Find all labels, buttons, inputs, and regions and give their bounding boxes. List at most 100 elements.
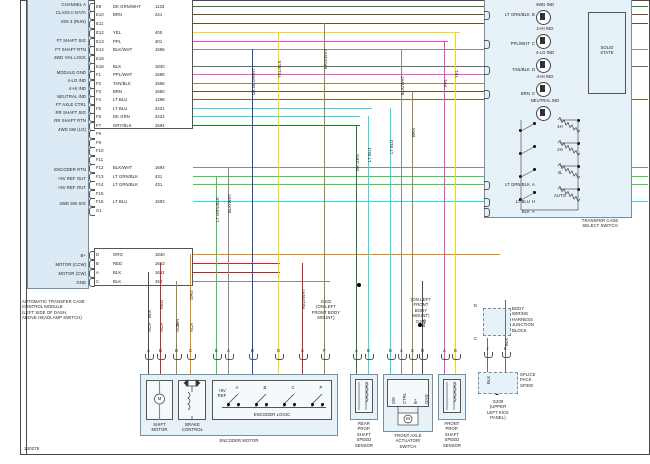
pin-number: F5	[96, 106, 102, 111]
tc-top-pin-0: B	[532, 12, 535, 17]
pin-circuit: 2221	[155, 106, 165, 111]
module-label-14: ENCODER RTN	[54, 167, 86, 172]
g200-wire-1-color-label: BLK	[503, 337, 509, 346]
encoder-wire-9-pin: F	[323, 348, 326, 353]
encoder-wire-4-pin: E	[215, 348, 218, 353]
pin-number: F11	[96, 157, 104, 162]
pin-circuit: 1840	[155, 64, 165, 69]
front-sensor-wire-0-bracket	[441, 354, 450, 360]
wire-segment-11	[193, 108, 372, 110]
g200-wire-1-bracket	[502, 352, 511, 358]
tc-bottom-color-0: LT GRN/BLK	[504, 182, 530, 187]
rear-speed-sensor-coil-box	[355, 379, 373, 413]
indicator-bulb-glyph-3	[540, 85, 545, 92]
rear-speed-sensor-title: REAR PROP. SHAFT SPEED SENSOR	[354, 421, 374, 448]
module-label-4: FT SHAFT RTN	[55, 47, 86, 52]
pin-number: F6	[96, 114, 102, 119]
pin-color: PPL/WHT	[113, 72, 133, 77]
pin-number: F4	[96, 97, 102, 102]
pin-number: E9	[96, 4, 102, 9]
power-pin-circuit: 150	[155, 279, 163, 284]
pin-bracket	[89, 164, 95, 173]
encoder-wire-7-color-label: YEL/BLK	[276, 60, 282, 78]
power-pin-color: RED	[113, 261, 123, 266]
encoder-motor-title: ENCODER MOTOR	[219, 438, 259, 443]
power-pin-bracket	[89, 269, 95, 278]
pin-bracket	[89, 113, 95, 122]
front-sensor-wire-1-bracket	[452, 354, 461, 360]
pin-circuit: 2222	[155, 114, 165, 119]
front-axle-wire-1-pin: A	[400, 348, 403, 353]
front-axle-wire-1-wire	[401, 49, 403, 374]
encoder-wire-6-bracket	[249, 354, 258, 360]
pin-number: F8	[96, 131, 102, 136]
rear-sensor-wire-0-pin: A	[355, 348, 358, 353]
wire-segment-9	[193, 91, 500, 93]
pin-bracket	[89, 29, 95, 38]
module-label-10: FT AXLE CTRL	[56, 102, 86, 107]
module-label-18: B+	[80, 253, 86, 258]
g200-wire-1-pin: K	[504, 346, 507, 351]
wire-segment-10	[193, 99, 648, 101]
pin-color: PPL	[113, 39, 122, 44]
encoder-logic-node-b-1	[264, 403, 268, 406]
pin-number: E13	[96, 39, 104, 44]
shift-motor-label: SHIFT MOTOR	[151, 422, 168, 433]
pin-circuit: 241	[155, 12, 163, 17]
g200-label: G200 (UPPER LEFT KICK PANEL)	[487, 399, 509, 421]
pin-circuit: 1693	[155, 199, 165, 204]
power-pin-circuit: 1663	[155, 261, 165, 266]
rear-sensor-wire-1-pin: B	[367, 348, 370, 353]
pin-color: YEL	[113, 30, 122, 35]
wire-segment-14	[193, 167, 648, 169]
encoder-wire-3-conn: NCA	[188, 322, 194, 332]
module-name-caption: AUTOMATIC TRANSFER CASE CONTROL MODULE (…	[22, 299, 85, 321]
front-sensor-wire-1-wire	[455, 32, 457, 374]
indicator-bulb-glyph-1	[540, 37, 545, 44]
switch-contact-1	[533, 145, 536, 148]
front-axle-wire-3-bracket	[419, 354, 428, 360]
pin-circuit: 1694	[155, 123, 165, 128]
pin-number: F3	[96, 89, 102, 94]
wire-segment-19	[193, 263, 280, 265]
front-axle-motor-glyph: M	[406, 416, 410, 421]
pin-number: F10	[96, 148, 104, 153]
shift-motor-glyph: M	[157, 396, 162, 401]
front-axle-wire-2-bracket	[409, 354, 418, 360]
tc-top-color-3: BRN	[520, 91, 530, 96]
tc-top-bracket-2	[484, 66, 490, 75]
encoder-logic-pin-1: B	[263, 385, 267, 390]
pin-circuit: 1694	[155, 165, 165, 170]
encoder-wire-4-wire	[216, 176, 218, 374]
tc-bottom-color-1: LT BLU	[515, 199, 530, 204]
encoder-wire-2-conn: NCA	[174, 322, 180, 332]
pin-circuit: 1695	[155, 47, 165, 52]
g102-secondary-label: (ON LEFT FRONT BODY MOUNT) G102	[411, 297, 431, 324]
module-label-0: CHANNEL A	[61, 2, 86, 7]
tc-bottom-pin-1: H	[532, 199, 536, 204]
encoder-wire-2-bracket	[173, 354, 182, 360]
pin-number: F2	[96, 81, 102, 86]
tc-top-bracket-0	[484, 11, 490, 20]
pin-color: TAN/BLK	[113, 81, 131, 86]
encoder-wire-7-bracket	[275, 354, 284, 360]
encoder-wire-5-wire	[228, 167, 230, 374]
pin-bracket	[89, 181, 95, 190]
pin-color: BLK	[113, 64, 122, 69]
encoder-logic-node-a-2	[282, 403, 286, 406]
indicator-label-1: 2-HI IND	[536, 26, 554, 31]
wire-segment-15	[193, 176, 648, 178]
encoder-wire-7-wire	[278, 32, 280, 374]
module-label-16: +5V REF OUT	[57, 185, 86, 190]
front-axle-wire-3-wire	[422, 281, 424, 374]
rear-sensor-wire-1-color-label: LT BLU	[366, 147, 372, 162]
rear-sensor-wire-0-color-label: DK GRN	[354, 154, 360, 171]
g102-label: G102 (ON LEFT FRONT BODY MOUNT)	[311, 299, 341, 321]
encoder-logic-pin-3: P	[319, 385, 323, 390]
pin-number: G1	[96, 208, 102, 213]
g200-wire-0-pin: J	[486, 346, 489, 351]
